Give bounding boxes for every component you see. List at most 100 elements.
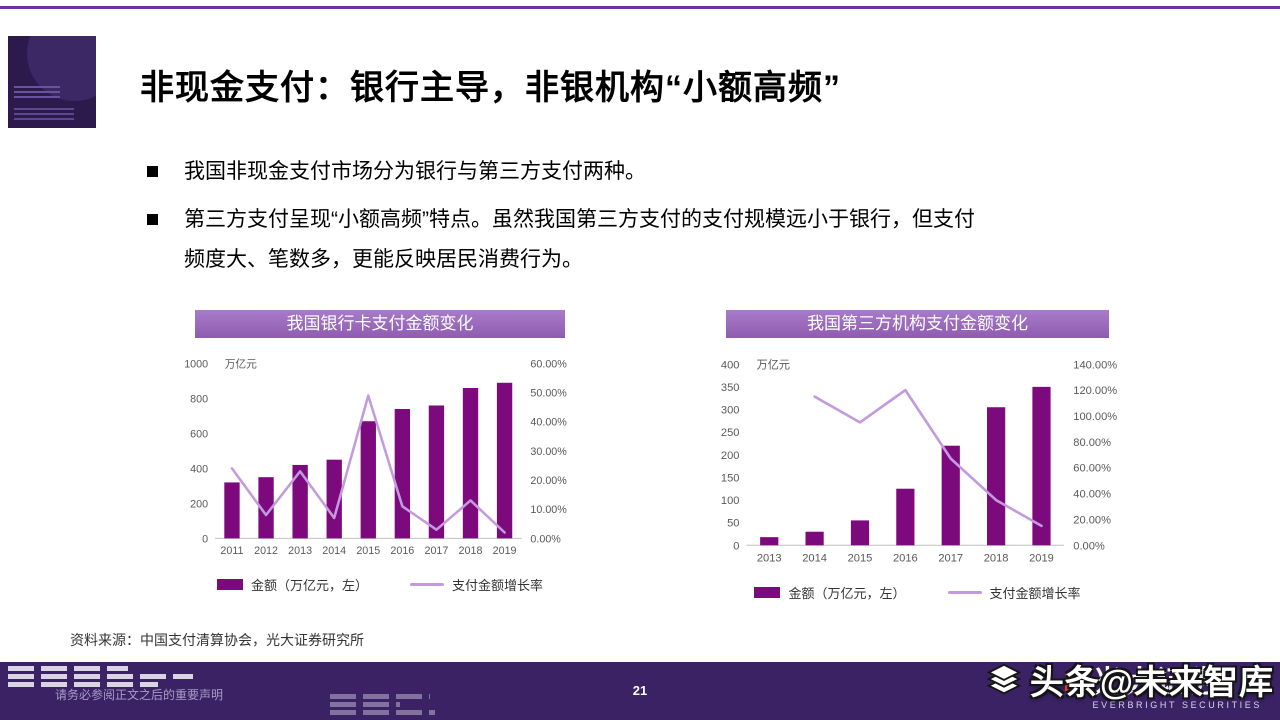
x-axis-label: 2015 xyxy=(356,545,380,557)
left-axis-label: 200 xyxy=(190,498,208,510)
brand-emblem-icon xyxy=(1064,673,1085,693)
bullet-list: 我国非现金支付市场分为银行与第三方支付两种。 第三方支付呈现“小额高频”特点。虽… xyxy=(145,152,1135,288)
line-swatch-icon xyxy=(410,582,444,586)
left-axis-label: 350 xyxy=(721,382,740,394)
corner-logo-stripes xyxy=(14,86,60,100)
right-axis-label: 20.00% xyxy=(530,475,567,487)
bar-swatch-icon xyxy=(754,586,781,598)
x-axis-label: 2016 xyxy=(893,552,918,564)
x-axis-label: 2018 xyxy=(984,552,1009,564)
legend-label: 金额（万亿元，左） xyxy=(250,577,368,593)
left-axis-label: 0 xyxy=(202,533,208,545)
bar xyxy=(360,421,376,539)
chart-title: 我国第三方机构支付金额变化 xyxy=(726,310,1109,338)
right-axis-label: 30.00% xyxy=(530,446,567,458)
right-axis-label: 40.00% xyxy=(1073,489,1111,501)
bar xyxy=(326,459,342,539)
watermark-text: 头条@未来智库 xyxy=(1029,664,1274,702)
bar xyxy=(292,464,308,539)
bar xyxy=(258,477,274,539)
right-axis-label: 20.00% xyxy=(1073,514,1111,526)
chart-legend: 金额（万亿元，左） 支付金额增长率 xyxy=(170,575,590,594)
chart-bank-card-payments: 我国银行卡支付金额变化 0 200 400 600 800 1000 0.00% 10.00%… xyxy=(170,310,590,594)
right-axis-label: 140.00% xyxy=(1073,359,1117,371)
right-axis-label: 10.00% xyxy=(530,504,567,516)
legend-item: 金额（万亿元，左） xyxy=(216,575,368,594)
growth-rate-line xyxy=(813,388,1043,528)
line-swatch-icon xyxy=(947,590,982,594)
brand-name-en: EVERBRIGHT SECURITIES xyxy=(1092,700,1262,710)
axis-unit-label: 万亿元 xyxy=(757,358,790,371)
bullet-item: 第三方支付呈现“小额高频”特点。虽然我国第三方支付的支付规模远小于银行，但支付 … xyxy=(145,200,1135,280)
source-note: 资料来源：中国支付清算协会，光大证券研究所 xyxy=(70,632,364,648)
bar xyxy=(760,537,779,546)
bar-swatch-icon xyxy=(216,578,243,590)
bullet-marker-icon xyxy=(147,166,158,177)
brand-name: 光大证券 xyxy=(1092,666,1221,699)
left-axis-label: 200 xyxy=(721,450,740,462)
bar xyxy=(987,407,1006,546)
bar xyxy=(896,488,915,546)
top-accent-line xyxy=(0,6,1280,9)
x-axis-label: 2017 xyxy=(938,552,963,564)
legend-label: 支付金额增长率 xyxy=(989,585,1081,601)
x-axis-label: 2013 xyxy=(288,545,312,557)
left-axis-label: 0 xyxy=(733,540,739,552)
chart-title: 我国银行卡支付金额变化 xyxy=(195,310,565,338)
right-axis-label: 100.00% xyxy=(1073,411,1117,423)
bar xyxy=(805,531,824,546)
x-axis-label: 2012 xyxy=(254,545,278,557)
bar xyxy=(462,388,479,539)
left-axis-label: 600 xyxy=(190,428,208,440)
footer: 请务必参阅正文之后的重要声明 21 光大证券 EVERBRIGHT SECURI… xyxy=(0,662,1280,720)
page-title: 非现金支付：银行主导，非银机构“小额高频” xyxy=(140,69,841,107)
bullet-text: 我国非现金支付市场分为银行与第三方支付两种。 xyxy=(184,160,646,183)
bank-card-payments-chart: 0 200 400 600 800 1000 0.00% 10.00% 20.00% 30.00%… xyxy=(184,357,567,557)
left-axis-label: 400 xyxy=(721,359,740,371)
corner-logo-stripes xyxy=(14,108,74,122)
right-axis-label: 0.00% xyxy=(1073,540,1105,552)
footer-disclaimer: 请务必参阅正文之后的重要声明 xyxy=(55,688,224,702)
footer-deco-stripes xyxy=(330,694,450,718)
x-axis-label: 2013 xyxy=(757,552,782,564)
left-axis-label: 50 xyxy=(727,518,739,530)
right-axis-label: 80.00% xyxy=(1073,437,1111,449)
right-axis-label: 40.00% xyxy=(530,417,567,429)
chart-third-party-payments: 我国第三方机构支付金额变化 0 50 100 150 200 250 300 350 400 0.… xyxy=(700,310,1135,602)
right-axis-label: 120.00% xyxy=(1073,385,1117,397)
axis-unit-label: 万亿元 xyxy=(225,357,257,370)
bar xyxy=(1032,386,1051,546)
growth-rate-line xyxy=(230,394,506,534)
x-axis-label: 2017 xyxy=(424,545,448,557)
bar xyxy=(394,408,411,539)
x-axis-label: 2016 xyxy=(390,545,414,557)
bullet-marker-icon xyxy=(147,214,158,225)
left-axis-label: 1000 xyxy=(184,358,208,370)
corner-logo xyxy=(8,36,96,128)
x-axis-label: 2014 xyxy=(322,545,346,557)
left-axis-label: 250 xyxy=(721,427,740,439)
watermark: 头条@未来智库 xyxy=(985,655,1274,704)
bar xyxy=(941,445,960,546)
right-axis-label: 60.00% xyxy=(530,358,567,370)
x-axis-label: 2011 xyxy=(220,545,243,557)
brand-logo: 光大证券 EVERBRIGHT SECURITIES xyxy=(1064,666,1262,710)
left-axis-label: 400 xyxy=(190,463,208,475)
left-axis-label: 300 xyxy=(721,405,740,417)
legend-item: 支付金额增长率 xyxy=(947,583,1081,602)
third-party-payments-chart: 0 50 100 150 200 250 300 350 400 0.00% 20.00% 40.00… xyxy=(721,358,1117,564)
bar xyxy=(428,405,445,539)
bullet-item: 我国非现金支付市场分为银行与第三方支付两种。 xyxy=(145,152,1135,192)
x-axis-label: 2014 xyxy=(802,552,827,564)
legend-label: 支付金额增长率 xyxy=(452,577,544,593)
left-axis-label: 100 xyxy=(721,495,740,507)
left-axis-label: 150 xyxy=(721,472,740,484)
left-axis-label: 800 xyxy=(190,393,208,405)
footer-deco-stripes xyxy=(8,666,228,690)
bar xyxy=(850,520,870,546)
bar xyxy=(496,382,513,539)
x-axis-label: 2018 xyxy=(459,545,483,557)
legend-item: 金额（万亿元，左） xyxy=(754,583,906,602)
x-axis-label: 2019 xyxy=(493,545,517,557)
